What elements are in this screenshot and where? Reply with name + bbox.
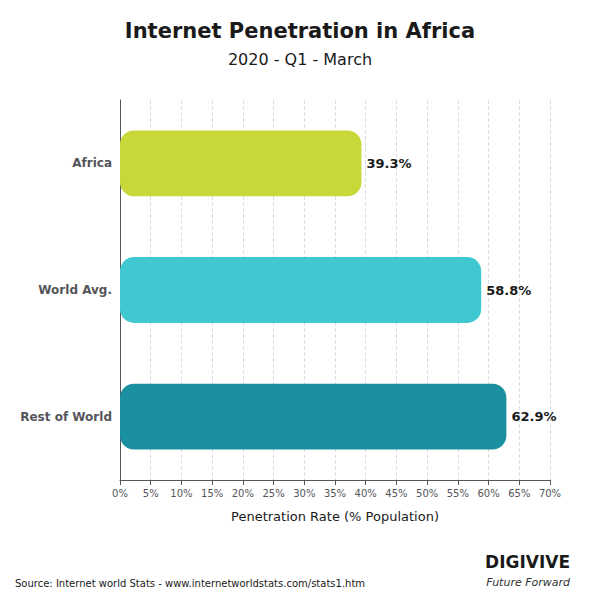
svg-text:World Avg.: World Avg. — [38, 283, 112, 297]
svg-text:55%: 55% — [447, 488, 469, 499]
svg-text:35%: 35% — [324, 488, 346, 499]
svg-text:20%: 20% — [232, 488, 254, 499]
svg-text:10%: 10% — [170, 488, 192, 499]
svg-text:30%: 30% — [293, 488, 315, 499]
svg-text:39.3%: 39.3% — [366, 156, 411, 171]
svg-text:Future Forward: Future Forward — [486, 576, 571, 589]
svg-text:15%: 15% — [201, 488, 223, 499]
svg-text:0%: 0% — [112, 488, 128, 499]
svg-text:60%: 60% — [477, 488, 499, 499]
svg-text:2020 - Q1 - March: 2020 - Q1 - March — [228, 50, 372, 69]
svg-text:DIGIVIVE: DIGIVIVE — [485, 552, 570, 572]
svg-text:Africa: Africa — [72, 156, 112, 170]
svg-text:62.9%: 62.9% — [511, 409, 556, 424]
svg-text:Rest of World: Rest of World — [20, 410, 112, 424]
svg-text:40%: 40% — [355, 488, 377, 499]
svg-text:Penetration Rate (% Population: Penetration Rate (% Population) — [231, 509, 439, 524]
svg-text:Source: Internet world Stats -: Source: Internet world Stats - www.inter… — [15, 578, 365, 589]
svg-text:25%: 25% — [262, 488, 284, 499]
svg-text:45%: 45% — [385, 488, 407, 499]
svg-text:65%: 65% — [508, 488, 530, 499]
svg-text:5%: 5% — [143, 488, 159, 499]
svg-text:70%: 70% — [539, 488, 561, 499]
svg-text:Internet Penetration in Africa: Internet Penetration in Africa — [125, 19, 475, 43]
svg-text:50%: 50% — [416, 488, 438, 499]
svg-text:58.8%: 58.8% — [486, 283, 531, 298]
